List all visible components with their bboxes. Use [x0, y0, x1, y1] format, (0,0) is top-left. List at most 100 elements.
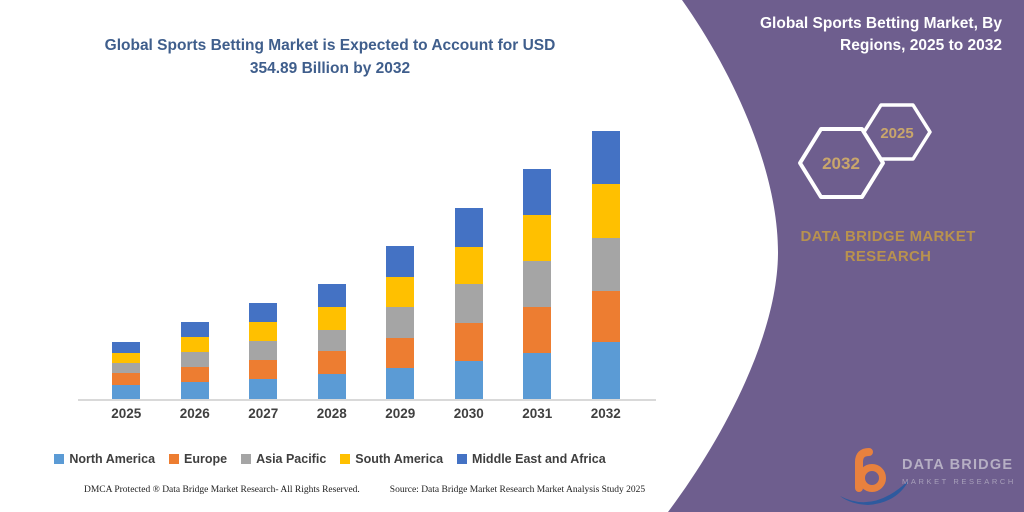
- hexagon-2032-label: 2032: [822, 154, 860, 173]
- chart-title-line2: 354.89 Billion by 2032: [249, 60, 411, 77]
- logo-b-bowl: [858, 464, 886, 492]
- hexagon-2025-outline: [862, 103, 932, 161]
- x-axis-label: 2028: [316, 406, 347, 421]
- bar-segment-asia-pacific: [523, 261, 552, 308]
- legend-marker: [457, 454, 468, 464]
- brand-line2: RESEARCH: [844, 248, 932, 265]
- bar-segment-asia-pacific: [591, 238, 620, 292]
- legend-item-south-america: South America: [340, 452, 443, 466]
- x-axis-label: 2025: [111, 406, 142, 421]
- legend-item-north-america: North America: [54, 452, 155, 466]
- source-text: Source: Data Bridge Market Research Mark…: [389, 485, 646, 495]
- bar-segment-south-america: [249, 322, 278, 342]
- bar-segment-middle-east-and-africa: [454, 208, 483, 247]
- bar-segment-asia-pacific: [386, 306, 415, 338]
- bar-segment-middle-east-and-africa: [180, 322, 209, 338]
- legend-item-europe: Europe: [169, 452, 227, 466]
- bar-segment-middle-east-and-africa: [317, 284, 346, 307]
- bar-segment-europe: [249, 360, 278, 379]
- bar-segment-europe: [386, 337, 415, 368]
- bar-segment-south-america: [591, 183, 620, 239]
- bar-segment-north-america: [591, 342, 620, 399]
- bar-segment-south-america: [317, 306, 346, 331]
- bar-segment-north-america: [317, 374, 346, 399]
- stacked-bar-2025: [112, 341, 141, 399]
- bar-segment-north-america: [249, 379, 278, 399]
- panel-title: Global Sports Betting Market, By Regions…: [682, 13, 1002, 57]
- bar-segment-europe: [112, 373, 141, 385]
- hexagon-2032-outline: [798, 127, 885, 199]
- legend-marker: [241, 454, 252, 464]
- legend-item-middle-east-and-africa: Middle East and Africa: [457, 452, 606, 466]
- legend-label: South America: [355, 452, 444, 466]
- bar-segment-south-america: [112, 352, 141, 364]
- legend-marker: [169, 454, 180, 464]
- chart-title-line1: Global Sports Betting Market is Expected…: [104, 37, 556, 54]
- legend-label: Asia Pacific: [256, 452, 327, 466]
- plot-area: [78, 120, 656, 401]
- bar-segment-europe: [591, 291, 620, 343]
- panel-title-line2: Regions, 2025 to 2032: [840, 37, 1002, 54]
- stacked-bar-2027: [249, 303, 278, 399]
- bar-segment-europe: [523, 307, 552, 353]
- hexagon-2025-label: 2025: [880, 125, 913, 142]
- stacked-bar-2032: [591, 130, 620, 399]
- x-axis-label: 2031: [522, 406, 553, 421]
- x-axis-label: 2029: [385, 406, 416, 421]
- panel-title-line1: Global Sports Betting Market, By: [759, 15, 1002, 32]
- bar-column-2028: [298, 120, 367, 399]
- bar-segment-north-america: [386, 368, 415, 399]
- legend-label: North America: [69, 452, 156, 466]
- logo-b-stem: [855, 448, 873, 492]
- bar-column-2027: [229, 120, 298, 399]
- logo-wordmark-secondary: MARKET RESEARCH: [902, 477, 1016, 486]
- legend-item-asia-pacific: Asia Pacific: [241, 452, 326, 466]
- legend-marker: [340, 454, 351, 464]
- bar-segment-north-america: [454, 360, 483, 399]
- bar-segment-south-america: [180, 337, 209, 352]
- bar-column-2032: [572, 120, 641, 399]
- stacked-bar-2028: [317, 284, 346, 399]
- dbmr-logo-icon: [840, 448, 909, 505]
- logo-wordmark: DATA BRIDGE MARKET RESEARCH: [902, 457, 1017, 486]
- bar-column-2030: [435, 120, 504, 399]
- bar-segment-middle-east-and-africa: [591, 130, 620, 184]
- bars-row: [92, 120, 640, 399]
- footer: DMCA Protected ® Data Bridge Market Rese…: [0, 485, 764, 495]
- bar-segment-europe: [180, 366, 209, 382]
- bar-segment-europe: [454, 322, 483, 361]
- bar-segment-north-america: [112, 385, 141, 399]
- logo-wordmark-primary: DATA BRIDGE: [902, 457, 1014, 473]
- purple-panel-shape: [668, 0, 1024, 512]
- bar-segment-middle-east-and-africa: [112, 341, 141, 353]
- stacked-bar-2030: [454, 208, 483, 399]
- x-axis-label: 2027: [248, 406, 279, 421]
- bar-segment-asia-pacific: [454, 284, 483, 323]
- bar-segment-asia-pacific: [249, 341, 278, 361]
- hexagon-2025: [862, 103, 932, 161]
- bar-segment-north-america: [180, 381, 209, 399]
- stacked-bar-2031: [523, 169, 552, 399]
- legend-label: Europe: [184, 452, 228, 466]
- bar-segment-north-america: [523, 352, 552, 399]
- bar-segment-middle-east-and-africa: [249, 303, 278, 323]
- bar-segment-europe: [317, 350, 346, 375]
- legend: North America Europe Asia Pacific South Ame…: [0, 452, 660, 466]
- legend-marker: [54, 454, 65, 464]
- bar-segment-asia-pacific: [112, 363, 141, 374]
- bar-column-2029: [366, 120, 435, 399]
- brand-name: DATA BRIDGE MARKET RESEARCH: [768, 227, 1008, 267]
- brand-line1: DATA BRIDGE MARKET: [800, 228, 976, 245]
- x-axis-labels: 2025 2026 2027 2028 2029 2030 2031 2032: [78, 406, 656, 421]
- stacked-bar-2026: [180, 322, 209, 399]
- chart-title: Global Sports Betting Market is Expected…: [30, 34, 630, 80]
- bar-segment-south-america: [454, 246, 483, 285]
- legend-label: Middle East and Africa: [472, 452, 606, 466]
- bar-segment-asia-pacific: [317, 330, 346, 351]
- x-axis-label: 2030: [453, 406, 484, 421]
- x-axis-label: 2026: [179, 406, 210, 421]
- bar-segment-middle-east-and-africa: [523, 169, 552, 216]
- bar-column-2031: [503, 120, 572, 399]
